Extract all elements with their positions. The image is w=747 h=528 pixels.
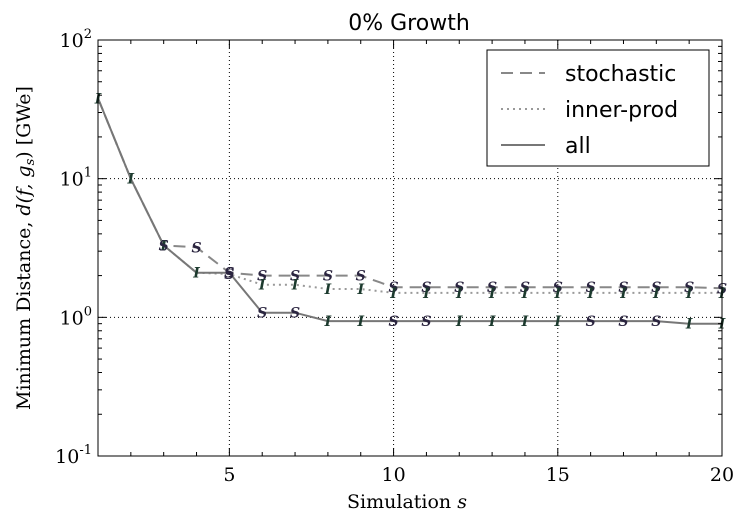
point-marker-all: I xyxy=(324,314,332,330)
chart-title: 0% Growth xyxy=(348,11,470,36)
x-axis-label-var: s xyxy=(457,491,467,513)
y-axis-label-close: ) xyxy=(13,151,35,158)
point-marker-all: I xyxy=(356,314,364,330)
series-line-all xyxy=(97,97,722,325)
y-axis-label-text: Minimum Distance, xyxy=(13,222,35,410)
point-marker-stochastic: S xyxy=(191,240,201,256)
point-marker-stochastic: S xyxy=(421,280,431,296)
series-lines xyxy=(97,97,723,325)
point-marker-inner-prod: I xyxy=(685,286,693,302)
point-marker-all: S xyxy=(257,306,267,322)
y-tick-exponent: 0 xyxy=(84,304,92,319)
y-tick-base: 10 xyxy=(60,30,84,52)
point-marker-all: S xyxy=(586,314,596,330)
point-marker-all: I xyxy=(488,314,496,330)
point-marker-stochastic: S xyxy=(586,280,596,296)
point-marker-inner-prod: I xyxy=(455,286,463,302)
point-marker-stochastic: S xyxy=(224,266,234,282)
point-marker-all: S xyxy=(421,314,431,330)
point-marker-all: I xyxy=(455,314,463,330)
legend-label-all: all xyxy=(565,134,591,159)
y-tick-label: 10-1 xyxy=(55,443,92,468)
y-tick-label: 100 xyxy=(60,304,92,329)
point-marker-inner-prod: I xyxy=(652,286,660,302)
x-tick-label: 15 xyxy=(546,464,570,486)
y-tick-exponent: 2 xyxy=(84,27,92,42)
point-marker-inner-prod: I xyxy=(554,286,562,302)
point-marker-stochastic: S xyxy=(684,280,694,296)
series-line-stochastic xyxy=(97,97,723,290)
y-tick-label: 101 xyxy=(60,166,92,191)
point-marker-inner-prod: S xyxy=(224,267,234,283)
point-marker-stochastic: S xyxy=(454,280,464,296)
point-marker-inner-prod: I xyxy=(389,286,397,302)
point-marker-inner-prod: I xyxy=(521,286,529,302)
point-marker-stochastic: S xyxy=(356,269,366,285)
point-marker-stochastic: S xyxy=(290,269,300,285)
point-marker-inner-prod: I xyxy=(258,278,266,294)
y-axis-label-unit: [GWe] xyxy=(13,86,35,145)
point-marker-inner-prod: I xyxy=(356,282,364,298)
point-marker-inner-prod: I xyxy=(422,286,430,302)
x-axis-label-text: Simulation xyxy=(347,491,451,513)
y-axis-label-math: d(f, g xyxy=(13,165,35,215)
y-axis-label: Minimum Distance, d(f, gs) [GWe] xyxy=(13,86,38,410)
point-marker-all: I xyxy=(521,314,529,330)
point-marker-all: I xyxy=(685,317,693,333)
y-tick-exponent: 1 xyxy=(84,166,92,181)
y-axis-label-sub: s xyxy=(23,158,38,165)
point-marker-all: S xyxy=(389,314,399,330)
x-tick-label: 10 xyxy=(381,464,405,486)
point-marker-inner-prod: I xyxy=(619,286,627,302)
legend: stochastic inner-prod all xyxy=(486,49,710,167)
y-tick-base: 10 xyxy=(60,307,84,329)
y-tick-base: 10 xyxy=(55,446,79,468)
point-marker-stochastic: S xyxy=(257,269,267,285)
point-marker-inner-prod: I xyxy=(324,282,332,298)
x-tick-label: 5 xyxy=(223,464,235,486)
x-tick-label: 20 xyxy=(710,464,734,486)
y-tick-exponent: -1 xyxy=(79,443,92,458)
point-marker-stochastic: S xyxy=(487,280,497,296)
legend-label-stochastic: stochastic xyxy=(565,62,676,87)
point-marker-inner-prod: S xyxy=(159,238,169,254)
point-marker-stochastic: S xyxy=(323,269,333,285)
y-tick-base: 10 xyxy=(60,169,84,191)
legend-frame xyxy=(486,49,710,167)
point-marker-inner-prod: I xyxy=(488,286,496,302)
point-marker-stochastic: S xyxy=(553,280,563,296)
point-marker-stochastic: S xyxy=(651,280,661,296)
point-marker-stochastic: I xyxy=(159,238,167,254)
point-marker-inner-prod: I xyxy=(586,286,594,302)
x-axis-label: Simulation s xyxy=(347,491,467,513)
point-marker-stochastic: S xyxy=(520,280,530,296)
point-marker-all: S xyxy=(618,314,628,330)
point-marker-stochastic: S xyxy=(389,280,399,296)
point-marker-inner-prod: I xyxy=(192,266,200,282)
point-marker-all: S xyxy=(651,314,661,330)
point-marker-all: S xyxy=(224,266,234,282)
point-marker-stochastic: I xyxy=(127,172,135,188)
y-tick-label: 102 xyxy=(60,27,92,52)
legend-label-inner-prod: inner-prod xyxy=(565,98,678,123)
point-marker-stochastic: S xyxy=(618,280,628,296)
plot-frame xyxy=(97,39,723,457)
point-marker-all: S xyxy=(290,306,300,322)
point-marker-all: I xyxy=(554,314,562,330)
point-marker-inner-prod: I xyxy=(291,278,299,294)
